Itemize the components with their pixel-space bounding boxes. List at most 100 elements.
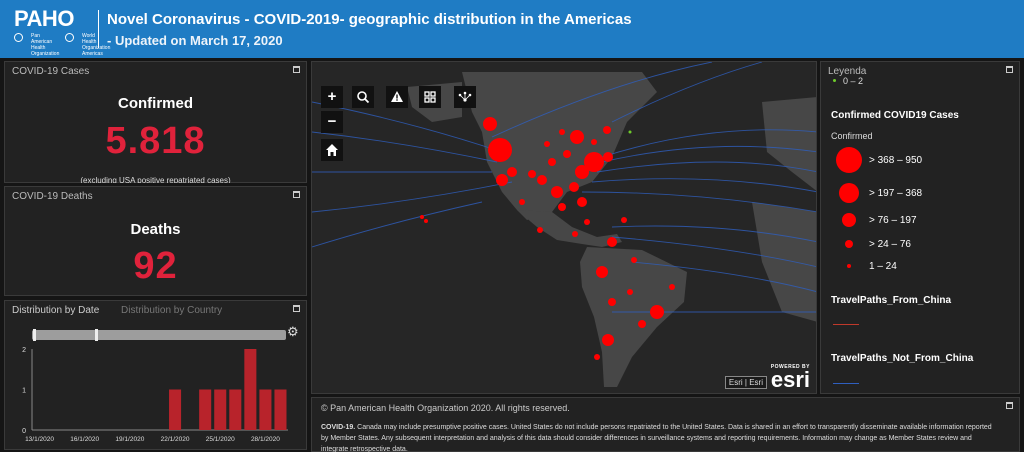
chart-bar [199, 389, 212, 430]
europe-shape [762, 97, 816, 191]
chart-bar [274, 389, 287, 430]
legend-class-label: > 197 – 368 [869, 188, 923, 199]
page-title: Novel Coronavirus - COVID-2019- geograph… [107, 11, 632, 28]
legend-class-2: > 197 – 368 [821, 180, 1021, 210]
esri-logo[interactable]: POWERED BY esri [770, 364, 810, 392]
tab-distribution-by-date[interactable]: Distribution by Date [12, 305, 100, 316]
legend-layer-china: TravelPaths_From_China [831, 295, 952, 306]
small-case-marker [628, 130, 632, 134]
y-tick-label: 2 [22, 347, 26, 354]
maximize-icon[interactable] [293, 66, 300, 73]
map-view[interactable]: + − Esri | Esri POWERED BY esri [311, 61, 817, 394]
legend-class-1: > 368 – 950 [821, 146, 1021, 176]
maximize-icon[interactable] [1006, 66, 1013, 73]
grid-icon [424, 91, 436, 103]
y-tick-label: 1 [22, 388, 26, 395]
date-range-slider[interactable] [32, 329, 286, 341]
cases-panel-title: COVID-19 Cases [12, 66, 90, 77]
x-tick-label: 28/1/2020 [251, 436, 280, 443]
zoom-in-button[interactable]: + [321, 86, 343, 108]
warning-icon [391, 91, 403, 102]
x-tick-label: 16/1/2020 [70, 436, 99, 443]
header-bar: PAHO Pan American Health Organization Wo… [0, 0, 1024, 58]
legend-class-label: > 76 – 197 [869, 215, 917, 226]
deaths-label: Deaths [130, 221, 181, 238]
disclaimer-body: Canada may include presumptive positive … [321, 424, 992, 452]
legend-class-3: > 76 – 197 [821, 208, 1021, 238]
share-button[interactable] [454, 86, 476, 108]
network-icon [458, 91, 472, 102]
map-attribution[interactable]: Esri | Esri [724, 376, 767, 389]
legend-symbol [839, 183, 859, 203]
paho-logo[interactable]: PAHO Pan American Health Organization Wo… [14, 6, 110, 57]
copyright-text: © Pan American Health Organization 2020.… [321, 403, 570, 413]
chart-bar [229, 389, 242, 430]
legend-line-china [833, 324, 859, 325]
legend-panel-title: Leyenda [828, 66, 867, 77]
legend-symbol [847, 264, 851, 268]
paho-seal-icon [14, 33, 25, 57]
legend-symbol [845, 240, 853, 248]
legend-class-label: > 368 – 950 [869, 155, 923, 166]
home-button[interactable] [321, 139, 343, 161]
legend-line-not-china [833, 383, 859, 384]
travel-paths [312, 62, 816, 313]
search-icon [357, 91, 370, 104]
distribution-chart: 0 1 2 13/1/2020 16/1/2020 19/1/2020 22/1/2020 2… [22, 347, 288, 443]
search-button[interactable] [352, 86, 374, 108]
zoom-out-button[interactable]: − [321, 111, 343, 133]
disclaimer-text: COVID-19. Canada may include presumptive… [321, 422, 993, 452]
legend-class-label: > 24 – 76 [869, 239, 911, 250]
legend-heading: Confirmed COVID19 Cases [831, 110, 959, 121]
legend-class-label: 1 – 24 [869, 261, 897, 272]
who-seal-icon [65, 33, 76, 57]
deaths-panel-title: COVID-19 Deaths [12, 191, 93, 202]
slider-handle-end[interactable] [95, 329, 98, 341]
legend-panel: Leyenda 0 – 2 Confirmed COVID19 Cases Co… [820, 61, 1020, 394]
x-tick-label: 19/1/2020 [115, 436, 144, 443]
deaths-value: 92 [133, 245, 178, 287]
cases-value: 5.818 [105, 120, 206, 162]
legend-class-4: > 24 – 76 [821, 233, 1021, 263]
disclaimer-lead: COVID-19. [321, 424, 356, 431]
deaths-panel: COVID-19 Deaths Deaths 92 [4, 186, 307, 296]
esri-wordmark: esri [770, 367, 810, 392]
maximize-icon[interactable] [293, 305, 300, 312]
maximize-icon[interactable] [293, 191, 300, 198]
north-america-shape [462, 72, 657, 220]
legend-field: Confirmed [831, 131, 873, 141]
alert-button[interactable] [386, 86, 408, 108]
land-masses [407, 72, 816, 387]
powered-by-text: POWERED BY [770, 364, 810, 370]
page-subtitle: - Updated on March 17, 2020 [107, 33, 283, 48]
x-tick-label: 13/1/2020 [25, 436, 54, 443]
footer-panel: © Pan American Health Organization 2020.… [311, 397, 1020, 452]
map-canvas[interactable] [312, 62, 817, 394]
central-america-shape [517, 210, 622, 247]
cases-panel: COVID-19 Cases Confirmed 5.818 (excludin… [4, 61, 307, 183]
chart-bar [259, 389, 272, 430]
maximize-icon[interactable] [1006, 402, 1013, 409]
basemap-gallery-button[interactable] [419, 86, 441, 108]
chart-bar [169, 389, 182, 430]
chart-bar [214, 389, 227, 430]
tab-distribution-by-country[interactable]: Distribution by Country [121, 305, 223, 316]
x-tick-label: 25/1/2020 [206, 436, 235, 443]
home-icon [326, 144, 338, 156]
cases-note: (excluding USA positive repatriated case… [80, 176, 231, 183]
legend-top-range: 0 – 2 [843, 76, 864, 86]
legend-symbol [842, 213, 856, 227]
y-tick-label: 0 [22, 428, 26, 435]
gear-icon[interactable]: ⚙ [287, 324, 299, 339]
distribution-panel: Distribution by Date Distribution by Cou… [4, 300, 307, 450]
cases-label: Confirmed [118, 95, 193, 112]
legend-layer-not-china: TravelPaths_Not_From_China [831, 353, 974, 364]
chart-bar [244, 349, 257, 430]
africa-shape [752, 202, 816, 322]
logo-text: PAHO [14, 6, 74, 31]
slider-handle-start[interactable] [33, 329, 36, 341]
header-divider [98, 10, 99, 48]
legend-symbol [836, 147, 862, 173]
logo-sub-right: World Health Organization Americas [82, 33, 111, 57]
x-tick-label: 22/1/2020 [161, 436, 190, 443]
